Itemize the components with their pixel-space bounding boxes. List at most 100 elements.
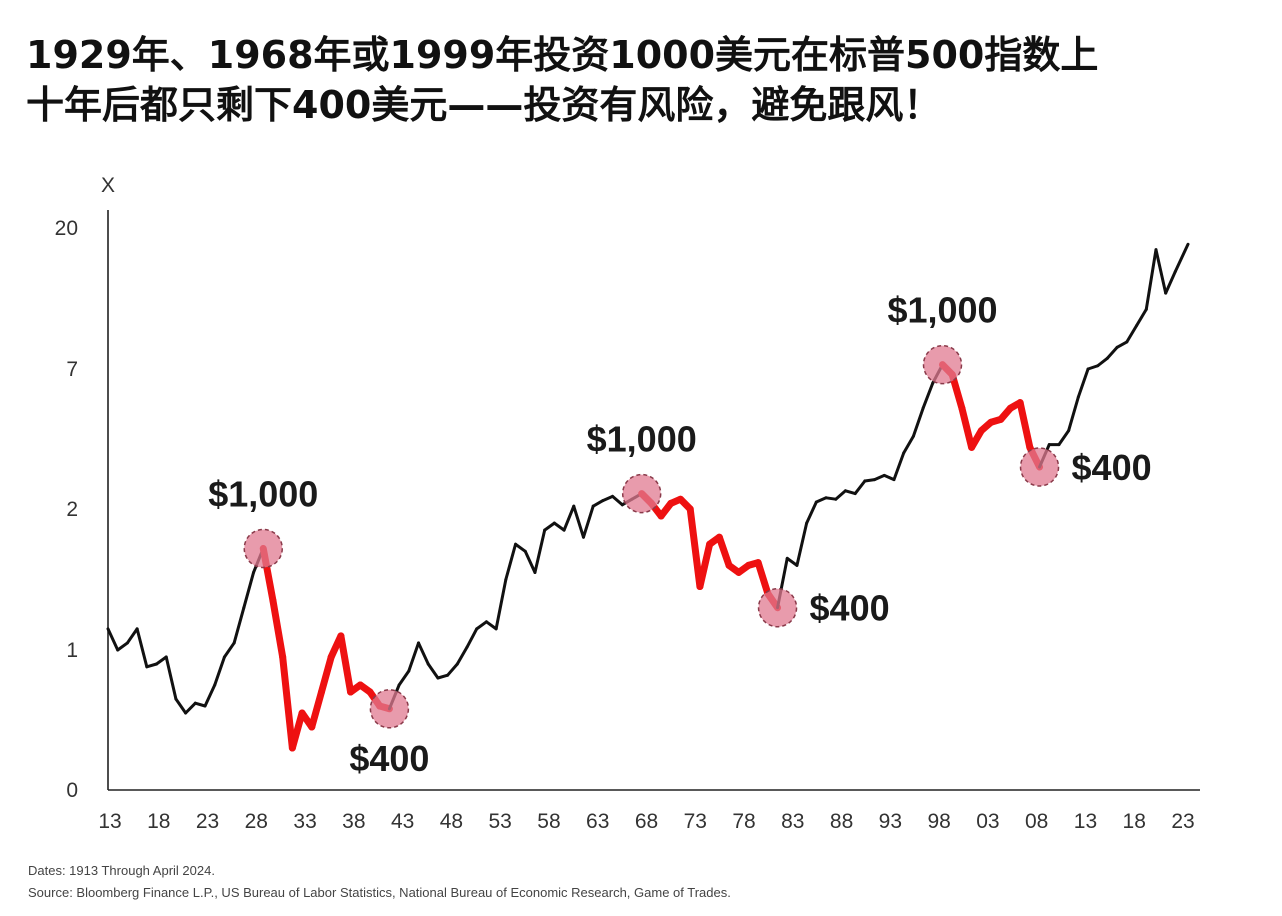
chart-title: 1929年、1968年或1999年投资1000美元在标普500指数上 十年后都只…	[26, 30, 1266, 130]
chart-notes: Dates: 1913 Through April 2024. Source: …	[28, 860, 731, 904]
line-segment	[426, 662, 440, 680]
line-segment	[106, 627, 120, 652]
line-segment	[184, 701, 197, 715]
decline-segment	[269, 597, 287, 661]
line-segment	[1067, 395, 1080, 433]
decline-segment	[337, 632, 355, 696]
x-tick-label: 78	[732, 810, 755, 833]
line-segment	[552, 521, 566, 532]
line-segment	[145, 662, 159, 669]
decline-segment	[279, 653, 296, 752]
x-tick-label: 33	[293, 810, 316, 833]
line-segment	[193, 701, 207, 708]
line-segment	[397, 669, 411, 687]
annotation-marker	[922, 344, 963, 385]
x-tick-label: 98	[927, 810, 950, 833]
x-tick-label: 93	[879, 810, 902, 833]
y-tick-label: 0	[66, 779, 78, 802]
annotation-marker	[243, 528, 284, 569]
line-segment	[853, 479, 867, 496]
x-tick-label: 28	[245, 810, 268, 833]
x-tick-label: 18	[1123, 810, 1146, 833]
x-tick-label: 48	[440, 810, 463, 833]
line-segment	[417, 641, 430, 666]
line-segment	[242, 570, 256, 610]
annotation-label: $1,000	[587, 419, 697, 460]
decline-segment	[958, 404, 976, 451]
line-segment	[407, 641, 421, 673]
x-tick-label: 43	[391, 810, 414, 833]
line-segment	[135, 627, 149, 669]
line-segment	[824, 496, 838, 501]
line-segment	[572, 504, 585, 539]
annotation-marker	[621, 473, 662, 514]
line-segment	[203, 683, 217, 708]
line-segment	[533, 528, 547, 574]
line-segment	[882, 473, 896, 482]
x-tick-label: 23	[1171, 810, 1194, 833]
line-segment	[222, 641, 236, 659]
line-segment	[475, 620, 488, 631]
x-tick-label: 13	[1074, 810, 1097, 833]
annotation-label: $400	[810, 588, 890, 629]
line-segment	[523, 549, 537, 574]
line-segment	[1086, 364, 1100, 371]
line-segment	[873, 473, 886, 482]
line-segment	[116, 641, 129, 652]
x-tick-label: 13	[98, 810, 121, 833]
annotation-marker	[369, 689, 410, 729]
decline-segment	[715, 533, 733, 569]
x-tick-label: 53	[489, 810, 512, 833]
chart-title-line-2: 十年后都只剩下400美元——投资有风险，避免跟风！	[26, 83, 942, 127]
line-segment	[1135, 307, 1148, 328]
line-segment	[455, 645, 469, 666]
line-segment	[213, 655, 226, 687]
line-segment	[805, 500, 818, 525]
line-segment	[1144, 248, 1158, 311]
decline-segment	[317, 653, 335, 696]
line-segment	[591, 499, 605, 508]
chart-title-line-1: 1929年、1968年或1999年投资1000美元在标普500指数上	[26, 33, 1099, 77]
line-segment	[1115, 340, 1129, 349]
line-segment	[125, 627, 139, 645]
line-segment	[1173, 242, 1190, 273]
decline-segment	[696, 540, 714, 591]
dates-note: Dates: 1913 Through April 2024.	[28, 863, 215, 878]
markers: $1,000 $400 $1,000 $400 $1,000 $400	[208, 290, 1151, 779]
line-segment	[611, 494, 624, 507]
line-segment	[1164, 269, 1177, 295]
line-segment	[436, 673, 450, 680]
line-segment	[785, 556, 799, 567]
line-segment	[1154, 248, 1168, 295]
line-segment	[892, 451, 906, 482]
line-segment	[446, 662, 459, 677]
decline-segment	[1016, 399, 1034, 451]
line-segment	[843, 489, 857, 496]
line-segment	[911, 406, 925, 438]
x-tick-label: 18	[147, 810, 170, 833]
x-tick-label: 88	[830, 810, 853, 833]
source-note: Source: Bloomberg Finance L.P., US Burea…	[28, 885, 731, 900]
decline-segment	[686, 505, 704, 591]
decline-segment	[288, 709, 306, 752]
line-segment	[174, 697, 188, 715]
annotation-label: $1,000	[887, 290, 997, 331]
annotation-label: $1,000	[208, 473, 318, 514]
y-tick-label: 7	[66, 358, 78, 381]
line-segment	[1096, 356, 1109, 368]
y-tick-label: 2	[66, 498, 78, 521]
x-tick-label: 38	[342, 810, 365, 833]
line-segment	[504, 542, 518, 581]
y-axis-label: X	[101, 174, 115, 197]
line-segment	[1125, 324, 1139, 344]
line-segment	[155, 655, 168, 666]
line-segment	[795, 521, 809, 567]
line-segment	[863, 478, 877, 483]
x-tick-label: 23	[196, 810, 219, 833]
x-tick-label: 68	[635, 810, 658, 833]
x-tick-label: 73	[684, 810, 707, 833]
annotation-label: $400	[1072, 447, 1152, 488]
line-segment	[1076, 367, 1090, 399]
